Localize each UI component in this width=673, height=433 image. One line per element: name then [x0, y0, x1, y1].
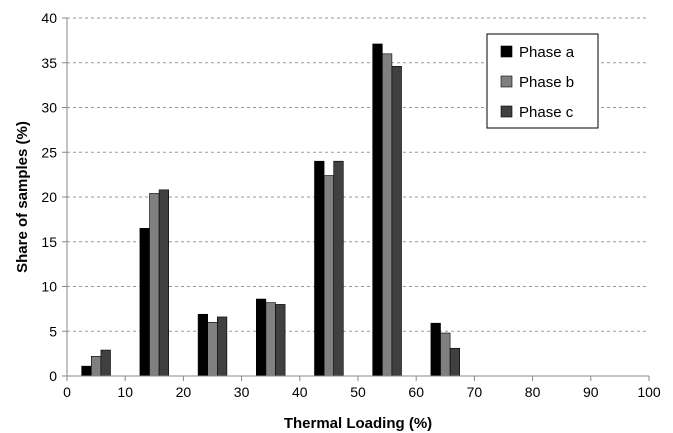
x-tick-label: 30	[234, 384, 250, 400]
bar-phase-a	[314, 160, 325, 377]
legend-label: Phase c	[519, 104, 574, 121]
y-axis-title: Share of samples (%)	[14, 121, 31, 273]
legend: Phase a Phase b Phase c	[486, 33, 599, 129]
y-tick-label: 35	[41, 55, 57, 71]
bar-phase-c	[449, 347, 461, 377]
legend-swatch	[500, 45, 513, 58]
bar-phase-c	[333, 160, 344, 377]
x-tick-label: 100	[637, 384, 661, 400]
bar-phase-a	[81, 365, 92, 377]
legend-label: Phase b	[519, 74, 574, 91]
x-axis-title: Thermal Loading (%)	[284, 415, 432, 432]
x-tick-label: 60	[408, 384, 424, 400]
x-tick-label: 90	[583, 384, 599, 400]
bar-phase-b	[207, 321, 218, 377]
y-tick-label: 10	[41, 279, 57, 295]
y-tick-label: 20	[41, 189, 57, 205]
y-tick-label: 0	[49, 368, 57, 384]
x-tick-label: 0	[63, 384, 71, 400]
y-tick-label: 15	[41, 234, 57, 250]
bar-phase-a	[255, 298, 267, 377]
y-tick-label: 30	[41, 100, 57, 116]
y-tick-labels: 0 5 10 15 20 25 30 35 40	[41, 10, 67, 384]
bar-phase-b	[91, 356, 102, 377]
bar-phase-c	[100, 349, 111, 377]
bar-phase-b	[265, 302, 276, 377]
x-tick-label: 20	[176, 384, 192, 400]
legend-swatch	[500, 105, 513, 118]
legend-label: Phase a	[519, 44, 575, 61]
x-tick-label: 80	[525, 384, 541, 400]
bars	[81, 43, 461, 377]
bar-phase-b	[149, 193, 160, 377]
bar-phase-b	[381, 53, 393, 377]
legend-swatch	[500, 75, 513, 88]
bar-phase-c	[275, 304, 286, 377]
y-tick-label: 5	[49, 323, 57, 339]
bar-phase-c	[391, 66, 402, 377]
bar-phase-a	[372, 43, 383, 377]
bar-phase-c	[158, 189, 170, 377]
bar-phase-a	[430, 322, 441, 377]
bar-phase-a	[197, 313, 209, 377]
x-tick-label: 40	[292, 384, 308, 400]
x-tick-label: 70	[467, 384, 483, 400]
bar-phase-b	[323, 175, 335, 377]
bar-phase-b	[440, 332, 451, 377]
bar-phase-c	[217, 316, 228, 377]
bar-phase-a	[139, 228, 150, 377]
x-tick-labels: 0 10 20 30 40 50 60 70 80 90 100	[63, 376, 661, 400]
x-tick-label: 10	[117, 384, 133, 400]
x-tick-label: 50	[350, 384, 366, 400]
y-tick-label: 25	[41, 144, 57, 160]
y-tick-label: 40	[41, 10, 57, 26]
